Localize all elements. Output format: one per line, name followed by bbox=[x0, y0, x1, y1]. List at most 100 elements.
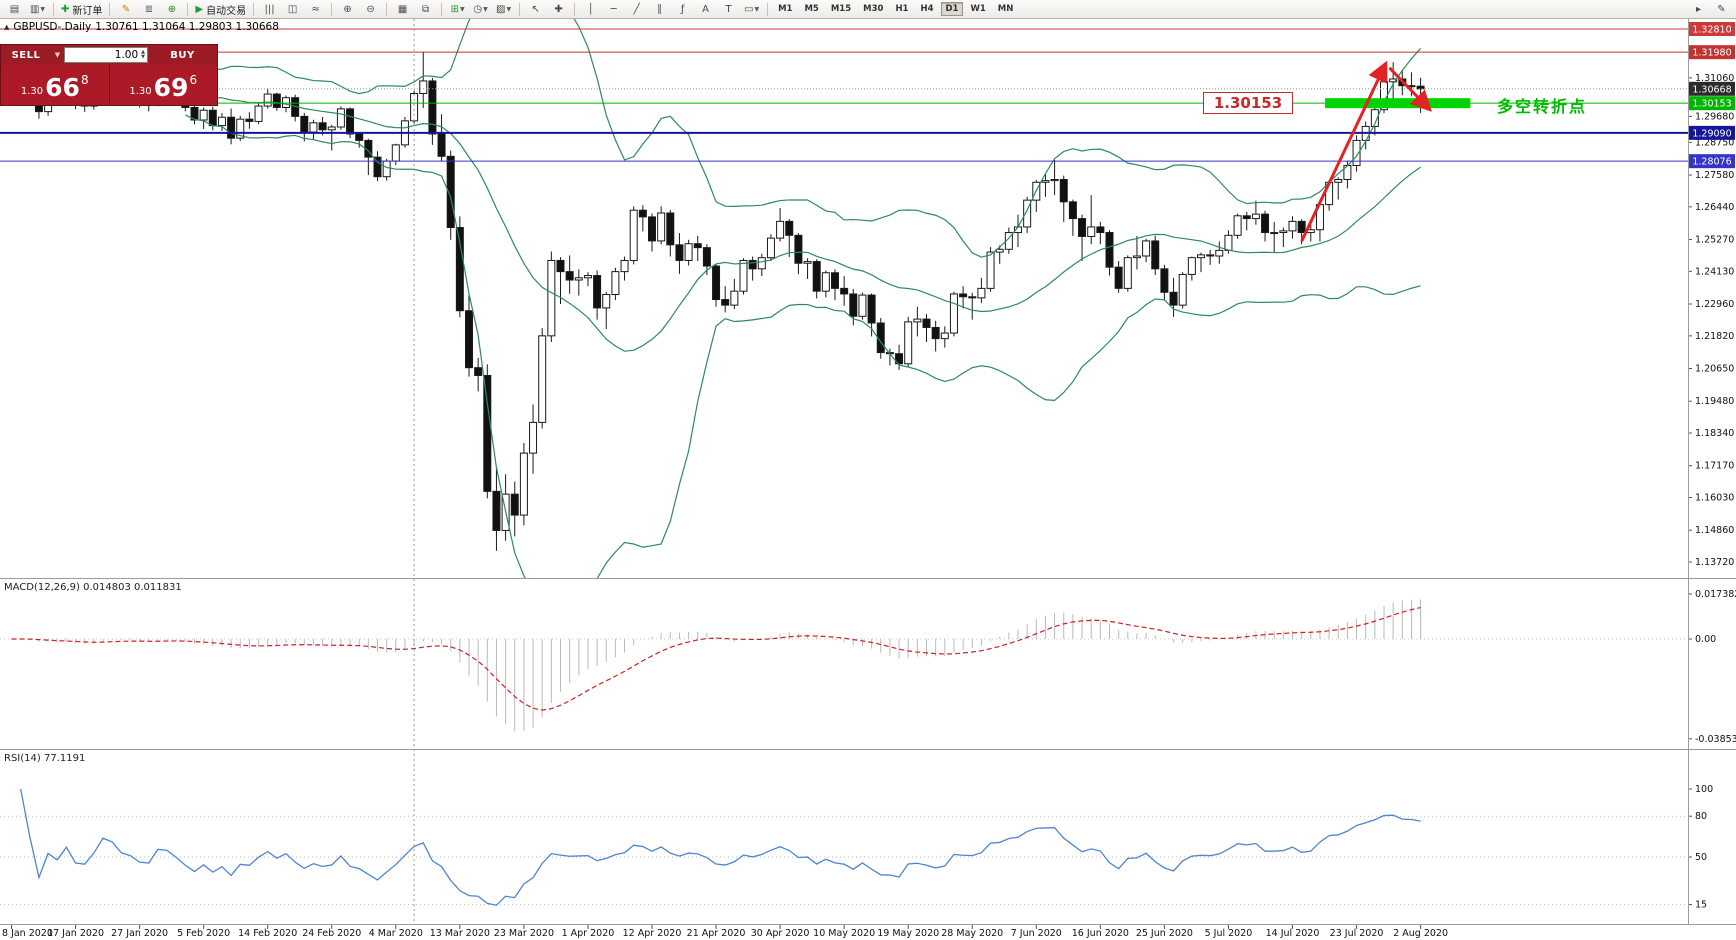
buy-price[interactable]: 1.30 69 6 bbox=[129, 73, 198, 102]
horizontal-line-tool-button[interactable]: ─ bbox=[602, 0, 625, 18]
channel-tool-icon: ∥ bbox=[657, 3, 663, 15]
market-watch-button[interactable]: ≣ bbox=[137, 0, 160, 18]
new-chart-button[interactable]: ▤ bbox=[3, 0, 26, 18]
vertical-line-tool-icon: │ bbox=[587, 3, 594, 15]
community-icon: ⊕ bbox=[167, 3, 177, 15]
price-pane[interactable] bbox=[0, 0, 1688, 596]
candle-body bbox=[895, 353, 904, 365]
zoom-out-button[interactable]: ⊖ bbox=[359, 0, 382, 18]
timeframe-m5-button[interactable]: M5 bbox=[804, 4, 819, 14]
fibonacci-tool-button[interactable]: ƒ bbox=[671, 0, 694, 18]
candle-body bbox=[1215, 249, 1224, 257]
community-button[interactable]: ⊕ bbox=[160, 0, 183, 18]
candle-body bbox=[949, 293, 958, 334]
candle-body bbox=[309, 122, 318, 133]
tile-windows-button[interactable]: ▦ bbox=[391, 0, 414, 18]
candles-mode-button[interactable]: ◫ bbox=[281, 0, 304, 18]
candle-body bbox=[913, 318, 922, 323]
metaeditor-icon: ✎ bbox=[121, 3, 131, 15]
crosshair-button[interactable]: ✚ bbox=[547, 0, 570, 18]
candle-body bbox=[1078, 218, 1087, 237]
sell-button[interactable]: SELL bbox=[11, 49, 41, 61]
timeframe-h1-button[interactable]: H1 bbox=[895, 4, 909, 14]
date-label: 30 Apr 2020 bbox=[751, 928, 810, 939]
volume-dropdown-icon[interactable]: ▼ bbox=[54, 51, 61, 59]
candle-body bbox=[583, 275, 592, 279]
macd-pane[interactable] bbox=[0, 599, 1688, 732]
volume-stepper[interactable]: ▲ ▼ bbox=[141, 49, 145, 60]
timeframe-m30-button[interactable]: M30 bbox=[863, 4, 884, 14]
candle-body bbox=[904, 321, 913, 365]
shapes-tool-icon: ▭ bbox=[744, 3, 754, 15]
cascade-windows-button[interactable]: ⧉ bbox=[414, 0, 437, 18]
candle-body bbox=[940, 332, 949, 340]
candle-body bbox=[602, 294, 611, 309]
new-order-icon: ✚ bbox=[61, 3, 70, 15]
timeframe-d1-button[interactable]: D1 bbox=[940, 2, 964, 16]
zoom-in-button[interactable]: ⊕ bbox=[336, 0, 359, 18]
sell-price[interactable]: 1.30 66 8 bbox=[20, 73, 89, 102]
price-tick-label: 1.19480 bbox=[1695, 396, 1734, 407]
candle-body bbox=[547, 259, 556, 337]
candle-body bbox=[1160, 268, 1169, 293]
scroll-to-end-button[interactable]: ▸ bbox=[1687, 0, 1710, 18]
timeframe-m15-button[interactable]: M15 bbox=[830, 4, 852, 14]
metaeditor-button[interactable]: ✎ bbox=[114, 0, 137, 18]
periods-icon: ◷ bbox=[473, 3, 483, 15]
chart-edit-button[interactable]: ✎ bbox=[1710, 0, 1733, 18]
line-mode-button[interactable]: ≈ bbox=[304, 0, 327, 18]
bars-mode-icon: ||| bbox=[264, 3, 275, 15]
price-scale[interactable]: 1.31060 1.29680 1.28750 1.27580 1.26440 1.252… bbox=[1688, 19, 1736, 924]
volume-input[interactable]: 1.00 ▲ ▼ bbox=[64, 47, 148, 63]
chart-profiles-button[interactable]: ▥ ▼ bbox=[26, 0, 49, 18]
trend-arrow bbox=[1300, 60, 1388, 242]
channel-tool-button[interactable]: ∥ bbox=[648, 0, 671, 18]
candle-body bbox=[657, 212, 666, 242]
text-tool-button[interactable]: A bbox=[694, 0, 717, 18]
candle-body bbox=[254, 105, 263, 122]
candle-body bbox=[1169, 291, 1178, 306]
price-line-label: 1.31980 bbox=[1692, 48, 1731, 59]
toolbar-separator bbox=[53, 2, 54, 16]
buy-button[interactable]: BUY bbox=[170, 49, 195, 61]
candle-body bbox=[986, 251, 995, 289]
templates-caret-icon: ▼ bbox=[506, 5, 512, 13]
label-tool-button[interactable]: T bbox=[717, 0, 740, 18]
rsi-tick-label: 15 bbox=[1695, 900, 1707, 911]
vertical-line-tool-button[interactable]: │ bbox=[579, 0, 602, 18]
price-line-label: 1.30153 bbox=[1692, 99, 1731, 110]
candle-body bbox=[931, 326, 940, 340]
rsi-tick-label: 50 bbox=[1695, 852, 1707, 863]
candle-body bbox=[721, 299, 730, 306]
market-watch-icon: ≣ bbox=[144, 3, 154, 15]
candle-body bbox=[1041, 180, 1050, 183]
candle-body bbox=[629, 209, 638, 261]
timeframe-w1-button[interactable]: W1 bbox=[970, 4, 986, 14]
price-tick-label: 1.14860 bbox=[1695, 525, 1734, 536]
cursor-button[interactable]: ↖ bbox=[524, 0, 547, 18]
date-label: 1 Apr 2020 bbox=[562, 928, 615, 939]
autotrading-button[interactable]: ▶ 自动交易 bbox=[192, 0, 249, 18]
price-tick-label: 1.13720 bbox=[1695, 557, 1734, 568]
periods-button[interactable]: ◷ ▼ bbox=[469, 0, 492, 18]
toolbar-separator bbox=[519, 2, 521, 16]
candle-body bbox=[428, 80, 437, 135]
rsi-indicator-label: RSI(14) 77.1191 bbox=[4, 753, 86, 764]
collapse-panel-icon[interactable]: ▲ bbox=[4, 23, 10, 31]
indicators-button[interactable]: ⊞ ▼ bbox=[446, 0, 469, 18]
rsi-pane[interactable] bbox=[0, 788, 1688, 906]
new-order-label: 新订单 bbox=[72, 5, 103, 17]
candle-body bbox=[675, 244, 684, 261]
bars-mode-button[interactable]: ||| bbox=[258, 0, 281, 18]
shapes-tool-button[interactable]: ▭ ▼ bbox=[740, 0, 763, 18]
trendline-tool-button[interactable]: ╱ bbox=[625, 0, 648, 18]
timeframe-mn-button[interactable]: MN bbox=[997, 4, 1014, 14]
timeframe-m1-button[interactable]: M1 bbox=[778, 4, 793, 14]
candle-body bbox=[968, 296, 977, 299]
templates-button[interactable]: ▨ ▼ bbox=[492, 0, 515, 18]
new-order-button[interactable]: ✚ 新订单 bbox=[58, 0, 105, 18]
date-label: 8 Jan 2020 bbox=[2, 928, 53, 939]
timeframe-h4-button[interactable]: H4 bbox=[920, 4, 934, 14]
